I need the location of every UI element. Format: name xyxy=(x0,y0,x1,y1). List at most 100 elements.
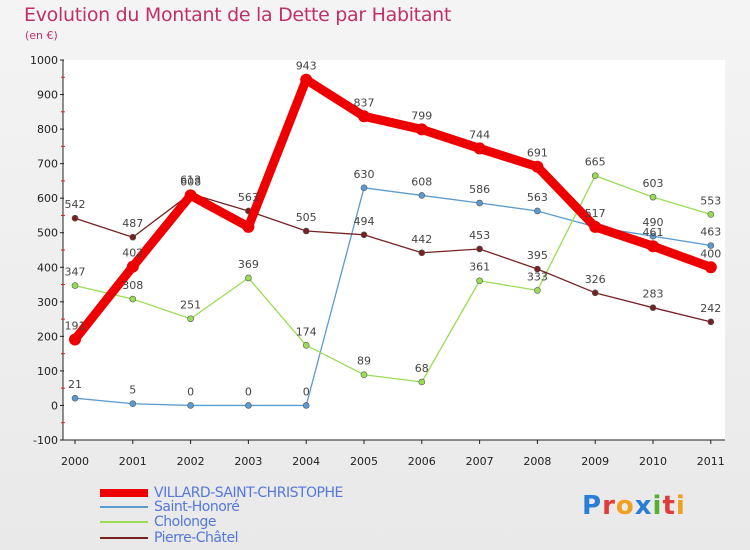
data-label: 326 xyxy=(585,273,606,286)
y-tick-label: 300 xyxy=(37,296,58,309)
data-label: 283 xyxy=(643,288,664,301)
data-label: 0 xyxy=(303,385,310,398)
data-point xyxy=(129,400,137,408)
data-point xyxy=(360,231,368,239)
data-label: 333 xyxy=(527,270,548,283)
data-point xyxy=(129,233,137,241)
logo-letter: t xyxy=(662,491,676,521)
data-label: 603 xyxy=(643,177,664,190)
data-point xyxy=(129,295,137,303)
logo-letter: i xyxy=(652,491,663,521)
data-label: 461 xyxy=(643,226,664,239)
data-label: 191 xyxy=(65,319,86,332)
data-label: 347 xyxy=(65,266,86,279)
data-label: 251 xyxy=(180,299,201,312)
data-point xyxy=(647,240,659,253)
data-label: 586 xyxy=(469,183,490,196)
data-label: 308 xyxy=(122,279,143,292)
series-line-2 xyxy=(74,175,712,383)
y-tick-label: 700 xyxy=(37,158,58,171)
y-tick-label: 100 xyxy=(37,365,58,378)
chart-unit: (en €) xyxy=(25,29,58,42)
y-tick-label: 200 xyxy=(37,330,58,343)
logo-letter: i xyxy=(675,491,686,521)
data-point xyxy=(707,211,715,218)
plot-area xyxy=(63,60,725,440)
data-point xyxy=(589,220,602,233)
data-point xyxy=(302,402,310,409)
data-point xyxy=(300,73,313,86)
data-point xyxy=(476,199,483,207)
y-tick-label: 900 xyxy=(37,89,58,102)
data-label: 665 xyxy=(585,156,606,169)
data-label: 542 xyxy=(65,198,86,211)
data-label: 0 xyxy=(187,385,194,398)
data-point xyxy=(531,160,544,173)
data-point xyxy=(591,289,599,297)
y-tick-label: 500 xyxy=(37,227,58,240)
data-label: 361 xyxy=(469,261,490,274)
data-point xyxy=(476,245,483,253)
data-point xyxy=(71,282,79,289)
data-label: 21 xyxy=(68,378,82,391)
data-label: 174 xyxy=(296,325,317,338)
data-point xyxy=(473,142,486,155)
data-point xyxy=(360,371,368,379)
data-label: 691 xyxy=(527,147,548,160)
data-label: 5 xyxy=(129,384,136,397)
data-label: 490 xyxy=(643,216,664,229)
data-point xyxy=(418,378,426,386)
x-tick-label: 2008 xyxy=(523,455,551,468)
legend-item-pierre-chatel: Pierre-Châtel xyxy=(100,530,238,546)
data-label: 943 xyxy=(296,60,317,73)
x-tick-label: 2006 xyxy=(408,455,436,468)
legend-item-villard: VILLARD-SAINT-CHRISTOPHE xyxy=(100,485,343,501)
data-point xyxy=(418,192,426,199)
data-label: 68 xyxy=(415,362,429,375)
y-tick-label: 600 xyxy=(37,192,58,205)
data-point xyxy=(534,207,541,215)
data-label: 563 xyxy=(238,191,259,204)
data-point xyxy=(649,232,657,240)
y-tick-label: 800 xyxy=(37,123,58,136)
data-label: 505 xyxy=(296,211,317,224)
data-label: 608 xyxy=(411,175,432,188)
legend-label-saint-honore: Saint-Honoré xyxy=(154,499,240,515)
data-label: 442 xyxy=(411,233,432,246)
data-label: 517 xyxy=(585,207,606,220)
data-point xyxy=(126,260,139,273)
legend-swatch-cholonge xyxy=(100,521,148,523)
data-label: 0 xyxy=(245,385,252,398)
y-tick-label: 400 xyxy=(37,261,58,274)
data-point xyxy=(245,274,252,282)
x-tick-label: 2010 xyxy=(639,455,667,468)
data-point xyxy=(415,123,428,136)
y-tick-label: 1000 xyxy=(30,54,58,67)
x-tick-label: 2001 xyxy=(119,455,147,468)
legend-label-pierre-chatel: Pierre-Châtel xyxy=(154,530,238,546)
data-point xyxy=(476,277,483,285)
data-point xyxy=(184,189,197,202)
data-label: 553 xyxy=(700,194,721,207)
x-tick-label: 2004 xyxy=(292,455,320,468)
x-tick-label: 2002 xyxy=(177,455,205,468)
legend-item-saint-honore: Saint-Honoré xyxy=(100,499,240,515)
data-point xyxy=(302,227,310,235)
logo-letter: o xyxy=(615,491,635,521)
y-tick-label: -100 xyxy=(33,434,58,447)
data-label: 494 xyxy=(354,215,375,228)
data-point xyxy=(245,402,252,409)
data-point xyxy=(418,249,426,257)
data-label: 463 xyxy=(700,226,721,239)
x-tick-label: 2007 xyxy=(466,455,494,468)
data-label: 630 xyxy=(354,168,375,181)
data-point xyxy=(302,342,310,349)
data-point xyxy=(187,402,194,409)
data-label: 487 xyxy=(122,217,143,230)
data-point xyxy=(649,304,657,311)
legend-swatch-saint-honore xyxy=(100,506,148,508)
data-point xyxy=(358,110,370,123)
data-point xyxy=(69,333,81,346)
